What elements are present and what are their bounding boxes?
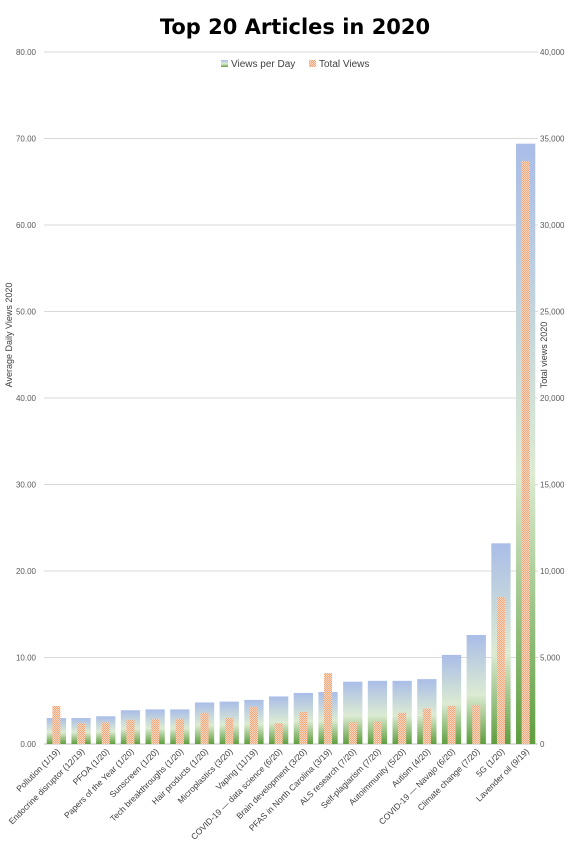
bar-views-per-day <box>343 681 363 744</box>
bars <box>46 143 536 745</box>
right-tick-label: 10,000 <box>540 567 565 576</box>
bar-total-views <box>225 718 234 744</box>
bar-views-per-day <box>367 680 388 744</box>
bar-total-views <box>373 721 382 744</box>
bar-total-views <box>52 705 61 744</box>
left-tick-label: 60.00 <box>16 221 37 230</box>
right-tick-label: 40,000 <box>540 48 565 57</box>
bar-total-views <box>151 718 160 744</box>
bar-total-views <box>447 705 456 744</box>
left-tick-label: 70.00 <box>16 135 37 144</box>
category-labels: Pollution (1/19)Endocrine disruptor (12/… <box>7 746 532 841</box>
legend-swatch-total <box>309 60 316 67</box>
left-tick-label: 50.00 <box>16 308 37 317</box>
left-axis-ticks: 0.00 10.00 20.00 30.00 40.00 50.00 60.00 70.00 8… <box>16 48 37 749</box>
bar-total-views <box>101 722 110 744</box>
bar-total-views <box>299 711 308 744</box>
right-tick-label: 20,000 <box>540 394 565 403</box>
gridlines <box>44 51 538 745</box>
right-axis-label: Total views 2020 <box>539 322 549 389</box>
bar-total-views <box>175 718 184 744</box>
bar-views-per-day <box>269 696 289 744</box>
bar-total-views <box>200 712 209 744</box>
left-tick-label: 30.00 <box>16 481 37 490</box>
bar-views-per-day <box>441 654 462 744</box>
bar-total-views <box>126 719 135 744</box>
bar-total-views <box>77 723 86 744</box>
bar-total-views <box>249 706 258 744</box>
bar-total-views <box>324 673 333 744</box>
left-tick-label: 40.00 <box>16 394 37 403</box>
left-tick-label: 0.00 <box>20 740 36 749</box>
legend-label-total: Total Views <box>319 59 369 70</box>
left-axis-label: Average Daily Views 2020 <box>4 283 14 388</box>
left-tick-label: 80.00 <box>16 48 37 57</box>
bar-total-views <box>274 723 283 744</box>
bar-total-views <box>521 160 530 745</box>
right-tick-label: 35,000 <box>540 135 565 144</box>
chart-title: Top 20 Articles in 2020 <box>160 15 430 39</box>
bar-total-views <box>496 596 505 744</box>
right-tick-label: 30,000 <box>540 221 565 230</box>
legend: Views per Day Total Views <box>221 59 369 70</box>
legend-swatch-views <box>221 60 228 67</box>
category-label: COVID-19 — data science (6/20) <box>189 746 284 841</box>
bar-total-views <box>422 708 431 744</box>
legend-label-views: Views per Day <box>231 59 295 70</box>
right-tick-label: 5,000 <box>540 654 561 663</box>
bar-total-views <box>398 712 407 744</box>
left-tick-label: 10.00 <box>16 654 37 663</box>
right-axis-ticks: 0 5,000 10,000 15,000 20,000 25,000 30,000 35,0… <box>540 48 565 749</box>
bar-total-views <box>472 705 481 744</box>
right-tick-label: 15,000 <box>540 481 565 490</box>
left-tick-label: 20.00 <box>16 567 37 576</box>
bar-views-per-day <box>466 635 486 744</box>
bar-views-per-day <box>392 680 412 744</box>
right-tick-label: 25,000 <box>540 308 565 317</box>
right-tick-label: 0 <box>540 740 545 749</box>
bar-total-views <box>348 722 357 744</box>
